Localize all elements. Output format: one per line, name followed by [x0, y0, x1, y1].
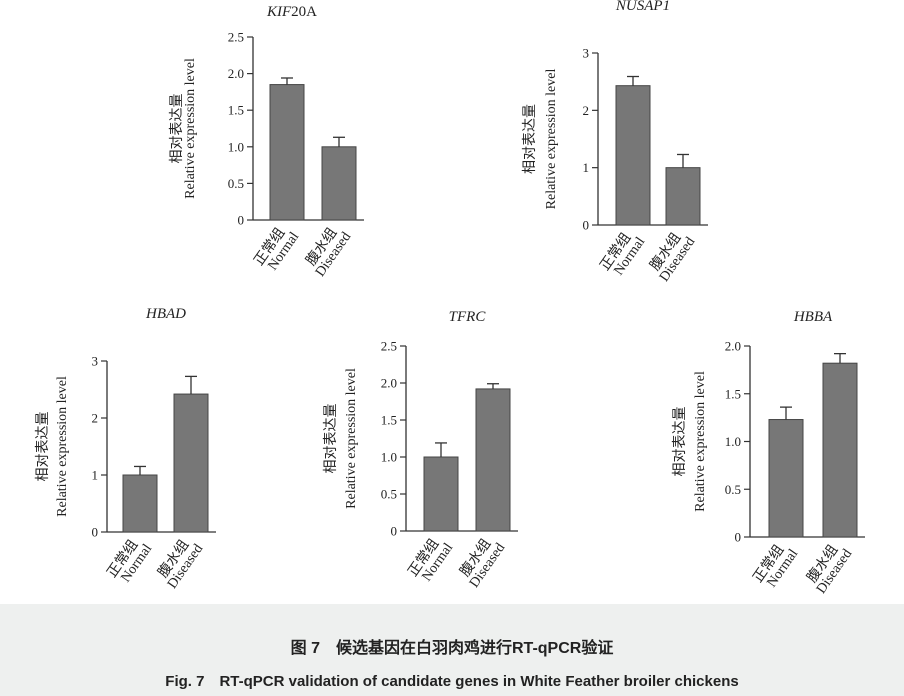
- chart-title: TFRC: [449, 309, 487, 325]
- chart-title: NUSAP1: [615, 0, 670, 14]
- y-axis-label-cn: 相对表达量: [522, 104, 538, 174]
- y-axis-label: Relative expression level: [693, 371, 708, 512]
- y-tick-label: 0: [238, 213, 245, 228]
- bar-normal: [122, 474, 158, 533]
- bar-diseased: [665, 167, 701, 226]
- y-tick-label: 0: [735, 530, 742, 545]
- y-tick-label: 0: [92, 525, 99, 540]
- y-axis-label-cn: 相对表达量: [169, 94, 185, 164]
- y-tick-label: 0.5: [381, 487, 397, 502]
- y-axis-label-cn: 相对表达量: [323, 404, 339, 474]
- chart-title: HBAD: [145, 306, 186, 322]
- y-tick-label: 1.5: [381, 413, 397, 428]
- y-tick-label: 0: [583, 218, 590, 233]
- y-tick-label: 2: [92, 411, 99, 426]
- y-tick-label: 2.0: [725, 339, 741, 354]
- y-tick-label: 2.0: [381, 376, 397, 391]
- y-axis-label-cn: 相对表达量: [35, 412, 51, 482]
- y-tick-label: 2.5: [228, 30, 244, 45]
- y-tick-label: 1.5: [725, 386, 741, 401]
- y-tick-label: 0.5: [228, 176, 244, 191]
- bar-diseased: [475, 388, 511, 532]
- figure-canvas: KIF20A 0 0.5 1.0 1.5 2.0 2.5 Relative expressio…: [35, 0, 865, 597]
- bar-diseased: [173, 393, 209, 533]
- y-tick-label: 1.5: [228, 103, 244, 118]
- chart-panel-hbba: HBBA 0 0.5 1.0 1.5 2.0 Relative expression lev…: [672, 309, 865, 597]
- y-tick-label: 2.5: [381, 339, 397, 354]
- y-tick-label: 0.5: [725, 482, 741, 497]
- y-axis-label-cn: 相对表达量: [672, 407, 688, 477]
- y-tick-label: 2: [583, 103, 590, 118]
- y-axis-label: Relative expression level: [55, 376, 70, 517]
- caption-chinese: 图 7 候选基因在白羽肉鸡进行RT-qPCR验证: [290, 640, 614, 657]
- chart-panel-tfrc: TFRC 0 0.5 1.0 1.5 2.0 2.5 Relative expression …: [323, 309, 518, 591]
- y-axis-label: Relative expression level: [544, 69, 559, 210]
- chart-title: KIF20A: [266, 4, 317, 20]
- y-tick-label: 1: [92, 468, 99, 483]
- caption-band: 图 7 候选基因在白羽肉鸡进行RT-qPCR验证 Fig. 7 RT-qPCR …: [0, 604, 904, 696]
- y-axis-label: Relative expression level: [183, 58, 198, 199]
- caption-english: Fig. 7 RT-qPCR validation of candidate g…: [165, 673, 739, 690]
- y-tick-label: 1.0: [381, 450, 397, 465]
- chart-panel-nusap1: NUSAP1 0 1 2 3 Relative expression level 相对表达量…: [522, 0, 708, 285]
- y-tick-label: 1.0: [725, 434, 741, 449]
- y-tick-label: 2.0: [228, 66, 244, 81]
- bar-normal: [615, 85, 651, 226]
- y-tick-label: 1: [583, 160, 590, 175]
- y-axis-label: Relative expression level: [344, 368, 359, 509]
- chart-panel-kif20a: KIF20A 0 0.5 1.0 1.5 2.0 2.5 Relative expressio…: [169, 4, 364, 280]
- bar-normal: [269, 84, 305, 221]
- y-tick-label: 3: [92, 354, 99, 369]
- bar-normal: [768, 419, 804, 538]
- y-tick-label: 1.0: [228, 139, 244, 154]
- bar-diseased: [321, 146, 357, 221]
- chart-title: HBBA: [793, 309, 833, 325]
- y-tick-label: 3: [583, 46, 590, 61]
- bar-normal: [423, 456, 459, 532]
- y-tick-label: 0: [391, 524, 398, 539]
- bar-diseased: [822, 362, 858, 538]
